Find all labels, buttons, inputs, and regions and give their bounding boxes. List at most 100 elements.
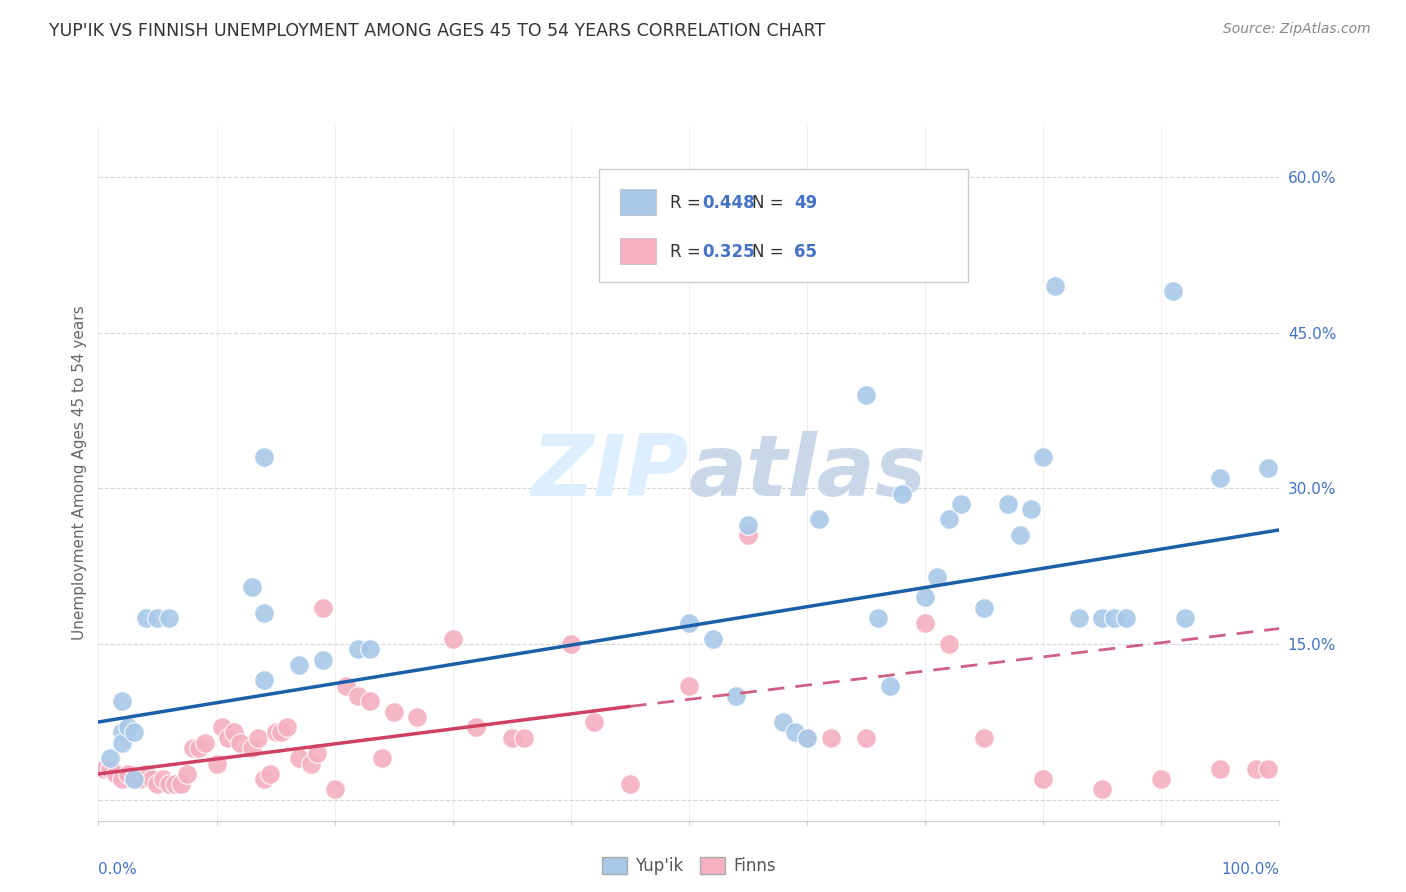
Point <box>312 600 335 615</box>
Point <box>299 756 322 771</box>
Point <box>98 751 121 765</box>
Point <box>253 673 276 688</box>
Point <box>890 486 912 500</box>
Point <box>323 782 346 797</box>
Point <box>1021 502 1043 516</box>
Point <box>176 767 198 781</box>
Point <box>512 731 534 745</box>
Point <box>253 606 276 620</box>
Text: N =: N = <box>752 194 789 211</box>
Point <box>135 767 157 781</box>
Point <box>224 725 246 739</box>
Point <box>441 632 464 646</box>
Point <box>276 720 298 734</box>
Point <box>152 772 174 786</box>
Point <box>347 689 370 703</box>
Point <box>725 689 748 703</box>
Point <box>205 756 228 771</box>
Point <box>105 767 128 781</box>
Text: 65: 65 <box>794 243 817 260</box>
Point <box>335 679 357 693</box>
Point <box>855 731 877 745</box>
Point <box>914 591 936 605</box>
Point <box>914 616 936 631</box>
Point <box>253 772 276 786</box>
Legend: Yup'ik, Finns: Yup'ik, Finns <box>595 850 783 882</box>
Point <box>406 710 429 724</box>
Point <box>122 725 145 739</box>
Point <box>678 616 700 631</box>
Point <box>807 512 830 526</box>
Point <box>111 694 134 708</box>
Text: ZIP: ZIP <box>531 431 689 515</box>
Point <box>501 731 523 745</box>
Point <box>1102 611 1125 625</box>
Point <box>128 772 150 786</box>
Point <box>1067 611 1090 625</box>
Point <box>111 736 134 750</box>
Point <box>371 751 394 765</box>
Point <box>146 777 169 791</box>
Point <box>240 741 263 756</box>
Text: 0.448: 0.448 <box>702 194 755 211</box>
Point <box>938 512 960 526</box>
Point <box>181 741 204 756</box>
Point <box>796 731 818 745</box>
Point <box>1150 772 1173 786</box>
Point <box>1032 772 1054 786</box>
Point <box>949 497 972 511</box>
Point <box>820 731 842 745</box>
Point <box>1032 450 1054 465</box>
Point <box>1257 762 1279 776</box>
Point <box>141 772 163 786</box>
Point <box>246 731 269 745</box>
Point <box>165 777 187 791</box>
Point <box>229 736 252 750</box>
Point <box>560 637 582 651</box>
Text: atlas: atlas <box>689 431 927 515</box>
Point <box>938 637 960 651</box>
Point <box>157 611 180 625</box>
Point <box>925 569 948 583</box>
Point <box>1091 611 1114 625</box>
Text: YUP'IK VS FINNISH UNEMPLOYMENT AMONG AGES 45 TO 54 YEARS CORRELATION CHART: YUP'IK VS FINNISH UNEMPLOYMENT AMONG AGE… <box>49 22 825 40</box>
Point <box>796 731 818 745</box>
Point <box>772 714 794 729</box>
Point <box>1115 611 1137 625</box>
Point <box>1257 460 1279 475</box>
Point <box>122 772 145 786</box>
Point <box>702 632 724 646</box>
Point <box>111 725 134 739</box>
Point <box>259 767 281 781</box>
Y-axis label: Unemployment Among Ages 45 to 54 years: Unemployment Among Ages 45 to 54 years <box>72 305 87 640</box>
Point <box>117 767 139 781</box>
Point <box>359 642 381 657</box>
Point <box>117 720 139 734</box>
Point <box>253 450 276 465</box>
Point <box>240 580 263 594</box>
Point <box>288 751 311 765</box>
Point <box>997 497 1019 511</box>
Text: Source: ZipAtlas.com: Source: ZipAtlas.com <box>1223 22 1371 37</box>
Point <box>619 777 641 791</box>
Point <box>785 725 807 739</box>
Point <box>111 772 134 786</box>
Point <box>194 736 217 750</box>
Point <box>973 600 995 615</box>
Text: 0.325: 0.325 <box>702 243 755 260</box>
Point <box>347 642 370 657</box>
Point <box>1209 471 1232 485</box>
Point <box>264 725 287 739</box>
Point <box>211 720 233 734</box>
Text: 0.0%: 0.0% <box>98 863 138 878</box>
Point <box>98 762 121 776</box>
Point <box>1008 528 1031 542</box>
Point <box>312 653 335 667</box>
Point <box>737 528 759 542</box>
Point <box>305 746 328 760</box>
Point <box>1043 278 1066 293</box>
Point <box>270 725 292 739</box>
Point <box>288 657 311 672</box>
Text: 100.0%: 100.0% <box>1222 863 1279 878</box>
Point <box>382 705 405 719</box>
